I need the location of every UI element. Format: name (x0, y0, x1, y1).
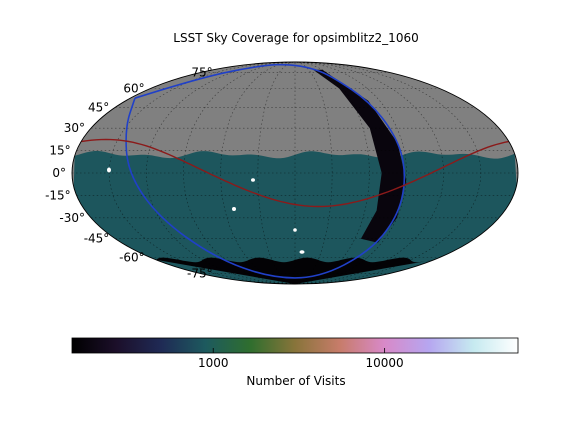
grid-line (294, 62, 370, 284)
bright-spot (299, 250, 305, 254)
grid-line (220, 62, 296, 284)
grid-line (145, 62, 296, 284)
galactic-plane-curve (125, 63, 406, 279)
ecliptic-curve (81, 138, 509, 208)
bright-spot (293, 228, 297, 232)
chart-title: LSST Sky Coverage for opsimblitz2_1060 (173, 31, 418, 45)
bright-spot (107, 167, 111, 173)
dec-tick-label: 0° (52, 166, 66, 180)
colorbar: 1000 10000 Number of Visits (71, 337, 519, 388)
galactic-plane-strip (313, 69, 407, 243)
dec-tick-label: 15° (49, 143, 70, 157)
colorbar-tick-label: 10000 (366, 356, 404, 370)
colorbar-label: Number of Visits (246, 374, 345, 388)
dec-tick-label: -45° (84, 232, 110, 246)
dec-tick-label: 45° (88, 100, 109, 114)
colorbar-tick-label: 1000 (198, 356, 229, 370)
dec-tick-label: 60° (123, 81, 144, 95)
sky-map (72, 62, 518, 284)
dec-tick-label: -60° (119, 251, 145, 265)
bright-spot (251, 178, 255, 182)
dec-tick-label: 75° (191, 65, 212, 79)
coordinate-grid (72, 62, 518, 284)
dec-tick-label: -15° (45, 189, 71, 203)
bright-spot (232, 207, 236, 211)
dec-tick-label: 30° (64, 121, 85, 135)
declination-labels: 75° 60° 45°30° 15° 0° -15° -30° -45° -60° -75° (45, 65, 213, 280)
map-outline (71, 61, 519, 285)
colorbar-ticks: 1000 10000 (198, 348, 404, 370)
dec-tick-label: -30° (59, 211, 85, 225)
grid-line (108, 62, 296, 284)
colorbar-gradient (71, 337, 519, 354)
grid-line (294, 62, 482, 284)
grid-line (294, 62, 445, 284)
dec-tick-label: -75° (187, 267, 213, 281)
